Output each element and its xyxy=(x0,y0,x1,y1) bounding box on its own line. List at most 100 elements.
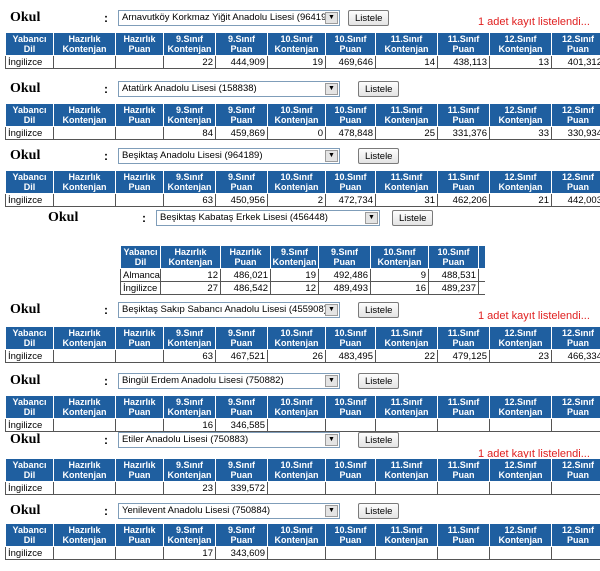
table-cell xyxy=(115,349,164,363)
table-cell: 450,956 xyxy=(215,193,268,207)
column-header: Hazırlık Puan xyxy=(115,523,164,547)
table-cell xyxy=(53,546,116,560)
table-header-row: Yabancı Dil Hazırlık Kontenjan Hazırlık Puan 9… xyxy=(5,103,600,127)
listele-button[interactable]: Listele xyxy=(358,373,400,389)
okul-colon: : xyxy=(104,11,108,25)
table-cell: 492,486 xyxy=(318,268,371,282)
okul-label: Okul xyxy=(10,10,41,25)
listele-button[interactable]: Listele xyxy=(392,210,434,226)
column-header: 10.Sınıf Puan xyxy=(428,245,479,269)
table-cell: 17 xyxy=(163,546,216,560)
column-header: 9.Sınıf Puan xyxy=(215,103,268,127)
table-cell: 444,909 xyxy=(215,55,268,69)
school-select-value: Yenilevent Anadolu Lisesi (750884) xyxy=(122,505,271,516)
column-header: Hazırlık Kontenjan xyxy=(53,523,116,547)
table-cell: 2 xyxy=(267,193,326,207)
results-table: Yabancı Dil Hazırlık Kontenjan Hazırlık Puan 9… xyxy=(5,32,600,69)
school-select[interactable]: Bingül Erdem Anadolu Lisesi (750882) ▼ xyxy=(118,373,340,389)
table-cell xyxy=(53,193,116,207)
column-header: 12.Sınıf Kontenjan xyxy=(489,103,552,127)
column-header: Yabancı Dil xyxy=(5,326,54,350)
table-cell: 19 xyxy=(270,268,319,282)
table-cell: 16 xyxy=(163,418,216,432)
table-cell: 27 xyxy=(160,281,221,295)
school-select[interactable]: Yenilevent Anadolu Lisesi (750884) ▼ xyxy=(118,503,340,519)
okul-colon: : xyxy=(104,433,108,447)
results-table: Yabancı Dil Hazırlık Kontenjan Hazırlık Puan 9… xyxy=(5,458,600,495)
column-header: Hazırlık Puan xyxy=(115,458,164,482)
table-cell: 442,003 xyxy=(551,193,600,207)
chevron-down-icon[interactable]: ▼ xyxy=(325,375,338,387)
column-header: Hazırlık Kontenjan xyxy=(160,245,221,269)
listele-button[interactable]: Listele xyxy=(358,503,400,519)
column-header: Hazırlık Puan xyxy=(115,395,164,419)
column-header: 12.Sınıf Kontenjan xyxy=(489,458,552,482)
listele-button[interactable]: Listele xyxy=(358,148,400,164)
column-header: 12.Sınıf Puan xyxy=(551,395,600,419)
chevron-down-icon[interactable]: ▼ xyxy=(325,150,338,162)
school-select[interactable]: Atatürk Anadolu Lisesi (158838) ▼ xyxy=(118,81,340,97)
record-count-text: 1 adet kayıt listelendi... xyxy=(478,310,590,322)
table-cell: 488,531 xyxy=(428,268,479,282)
column-header: 9.Sınıf Kontenjan xyxy=(163,170,216,194)
school-select[interactable]: Beşiktaş Kabataş Erkek Lisesi (456448) ▼ xyxy=(156,210,380,226)
table-cell: 489,493 xyxy=(318,281,371,295)
results-table: Yabancı Dil Hazırlık Kontenjan Hazırlık Puan 9… xyxy=(5,170,600,207)
record-count-text: 1 adet kayıt listelendi... xyxy=(478,448,590,460)
table-row: İngilizce 17 343,609 xyxy=(5,546,600,560)
table-cell xyxy=(551,418,600,432)
column-header: 12.Sınıf Puan xyxy=(551,103,600,127)
chevron-down-icon[interactable]: ▼ xyxy=(325,304,338,316)
column-header: Yabancı Dil xyxy=(5,103,54,127)
chevron-down-icon[interactable]: ▼ xyxy=(325,434,338,446)
listele-button[interactable]: Listele xyxy=(358,81,400,97)
table-cell: 33 xyxy=(489,126,552,140)
table-cell: 84 xyxy=(163,126,216,140)
okul-colon: : xyxy=(104,149,108,163)
chevron-down-icon[interactable]: ▼ xyxy=(365,212,378,224)
table-header-row: Yabancı Dil Hazırlık Kontenjan Hazırlık Puan 9… xyxy=(120,245,485,269)
table-cell xyxy=(115,193,164,207)
chevron-down-icon[interactable]: ▼ xyxy=(325,12,338,24)
table-cell xyxy=(437,418,490,432)
table-cell: Almanca xyxy=(120,268,161,282)
table-cell: 9 xyxy=(370,268,429,282)
chevron-down-icon[interactable]: ▼ xyxy=(325,83,338,95)
table-cell: 467,521 xyxy=(215,349,268,363)
table-row: İngilizce 23 339,572 xyxy=(5,481,600,495)
table-row: İngilizce 22 444,909 19 469,646 14 438,113 13 40… xyxy=(5,55,600,69)
column-header: 10.Sınıf Puan xyxy=(325,326,376,350)
listele-button[interactable]: Listele xyxy=(358,302,400,318)
table-cell xyxy=(115,418,164,432)
table-header-row: Yabancı Dil Hazırlık Kontenjan Hazırlık Puan 9… xyxy=(5,170,600,194)
table-cell xyxy=(115,546,164,560)
table-row: İngilizce 16 346,585 xyxy=(5,418,600,432)
column-header: Yabancı Dil xyxy=(5,523,54,547)
table-cell: 339,572 xyxy=(215,481,268,495)
school-select-value: Bingül Erdem Anadolu Lisesi (750882) xyxy=(122,375,284,386)
results-table: Yabancı Dil Hazırlık Kontenjan Hazırlık Puan 9… xyxy=(120,245,485,295)
table-cell: 486,021 xyxy=(220,268,271,282)
listele-button[interactable]: Listele xyxy=(348,10,390,26)
column-header: 11.Sınıf Puan xyxy=(437,170,490,194)
school-select[interactable]: Beşiktaş Sakıp Sabancı Anadolu Lisesi (4… xyxy=(118,302,340,318)
column-header: 10.Sınıf Puan xyxy=(325,395,376,419)
school-select[interactable]: Etiler Anadolu Lisesi (750883) ▼ xyxy=(118,432,340,448)
okul-colon: : xyxy=(142,211,146,225)
okul-colon: : xyxy=(104,504,108,518)
school-select[interactable]: Beşiktaş Anadolu Lisesi (964189) ▼ xyxy=(118,148,340,164)
column-header: Hazırlık Kontenjan xyxy=(53,32,116,56)
column-header: 9.Sınıf Puan xyxy=(215,523,268,547)
column-header: 9.Sınıf Puan xyxy=(318,245,371,269)
column-header: Hazırlık Puan xyxy=(115,326,164,350)
listele-button[interactable]: Listele xyxy=(358,432,400,448)
chevron-down-icon[interactable]: ▼ xyxy=(325,505,338,517)
results-table-wrapper: Yabancı Dil Hazırlık Kontenjan Hazırlık Puan 9… xyxy=(5,326,600,386)
table-cell: 13 xyxy=(478,268,485,282)
school-select-value: Beşiktaş Anadolu Lisesi (964189) xyxy=(122,150,263,161)
column-header: 10.Sınıf Kontenjan xyxy=(267,326,326,350)
school-select[interactable]: Arnavutköy Korkmaz Yiğit Anadolu Lisesi … xyxy=(118,10,340,26)
column-header: 11.Sınıf Puan xyxy=(437,326,490,350)
